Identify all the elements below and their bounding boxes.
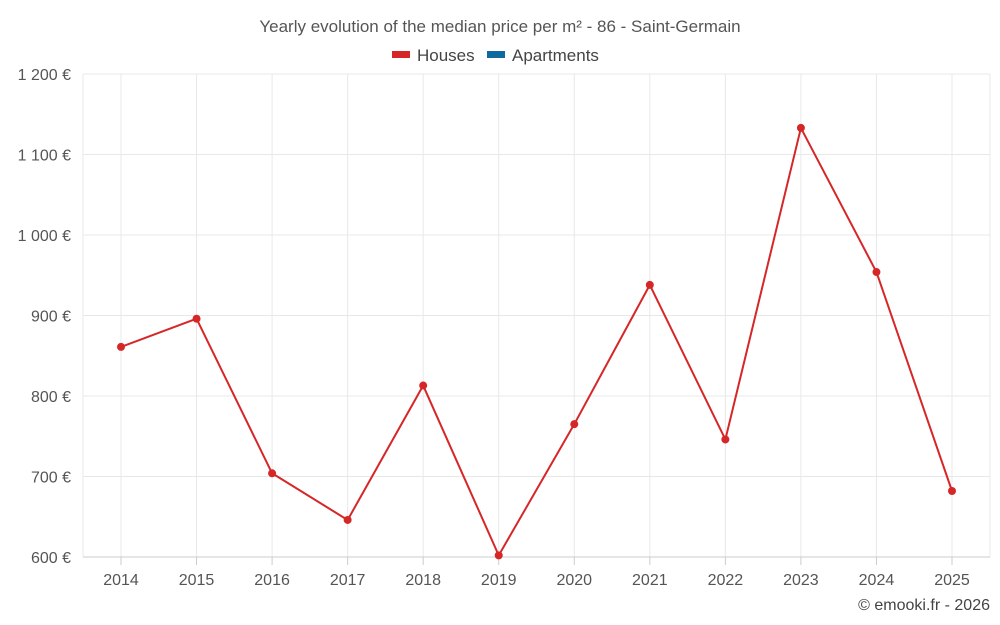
legend-label-apartments: Apartments [512,46,599,65]
axes: 600 € 700 € 800 € 900 € 1 000 € 1 100 € 1 200 … [18,67,990,589]
credit-text: © emooki.fr - 2026 [858,597,990,614]
x-tick-label: 2024 [859,572,895,589]
legend-item-apartments[interactable]: Apartments [487,46,599,65]
data-point[interactable] [117,342,125,351]
y-tick-label: 600 € [31,550,71,567]
x-tick-label: 2016 [254,572,290,589]
data-point[interactable] [343,515,352,524]
legend-label-houses: Houses [417,46,475,65]
series-line-houses [120,126,953,557]
y-tick-label: 800 € [31,389,71,406]
x-tick-label: 2017 [330,572,366,589]
data-point[interactable] [872,268,881,277]
data-point[interactable] [796,123,805,132]
x-tick-label: 2018 [405,572,441,589]
x-tick-label: 2019 [481,572,517,589]
x-tick-label: 2020 [556,572,592,589]
data-point[interactable] [268,469,277,478]
x-tick-label: 2015 [179,572,215,589]
legend-swatch-houses [392,51,410,58]
grid [82,73,991,557]
y-tick-label: 900 € [31,309,71,326]
legend-swatch-apartments [487,51,505,58]
data-point[interactable] [570,420,579,429]
data-point[interactable] [948,486,956,495]
data-point[interactable] [192,314,201,323]
data-point[interactable] [419,381,428,390]
y-tick-label: 1 000 € [18,228,71,245]
series [117,123,956,560]
x-tick-label: 2025 [934,572,970,589]
data-point[interactable] [721,435,730,444]
data-point[interactable] [494,551,503,560]
x-tick-label: 2014 [103,572,139,589]
legend-item-houses[interactable]: Houses [392,46,475,65]
y-tick-label: 1 100 € [18,148,71,165]
legend: Houses Apartments [392,46,599,65]
y-tick-label: 700 € [31,470,71,487]
x-tick-label: 2022 [708,572,744,589]
chart-title: Yearly evolution of the median price per… [259,17,740,36]
data-point[interactable] [645,280,654,289]
y-tick-label: 1 200 € [18,67,71,84]
x-tick-label: 2023 [783,572,819,589]
x-tick-label: 2021 [632,572,668,589]
